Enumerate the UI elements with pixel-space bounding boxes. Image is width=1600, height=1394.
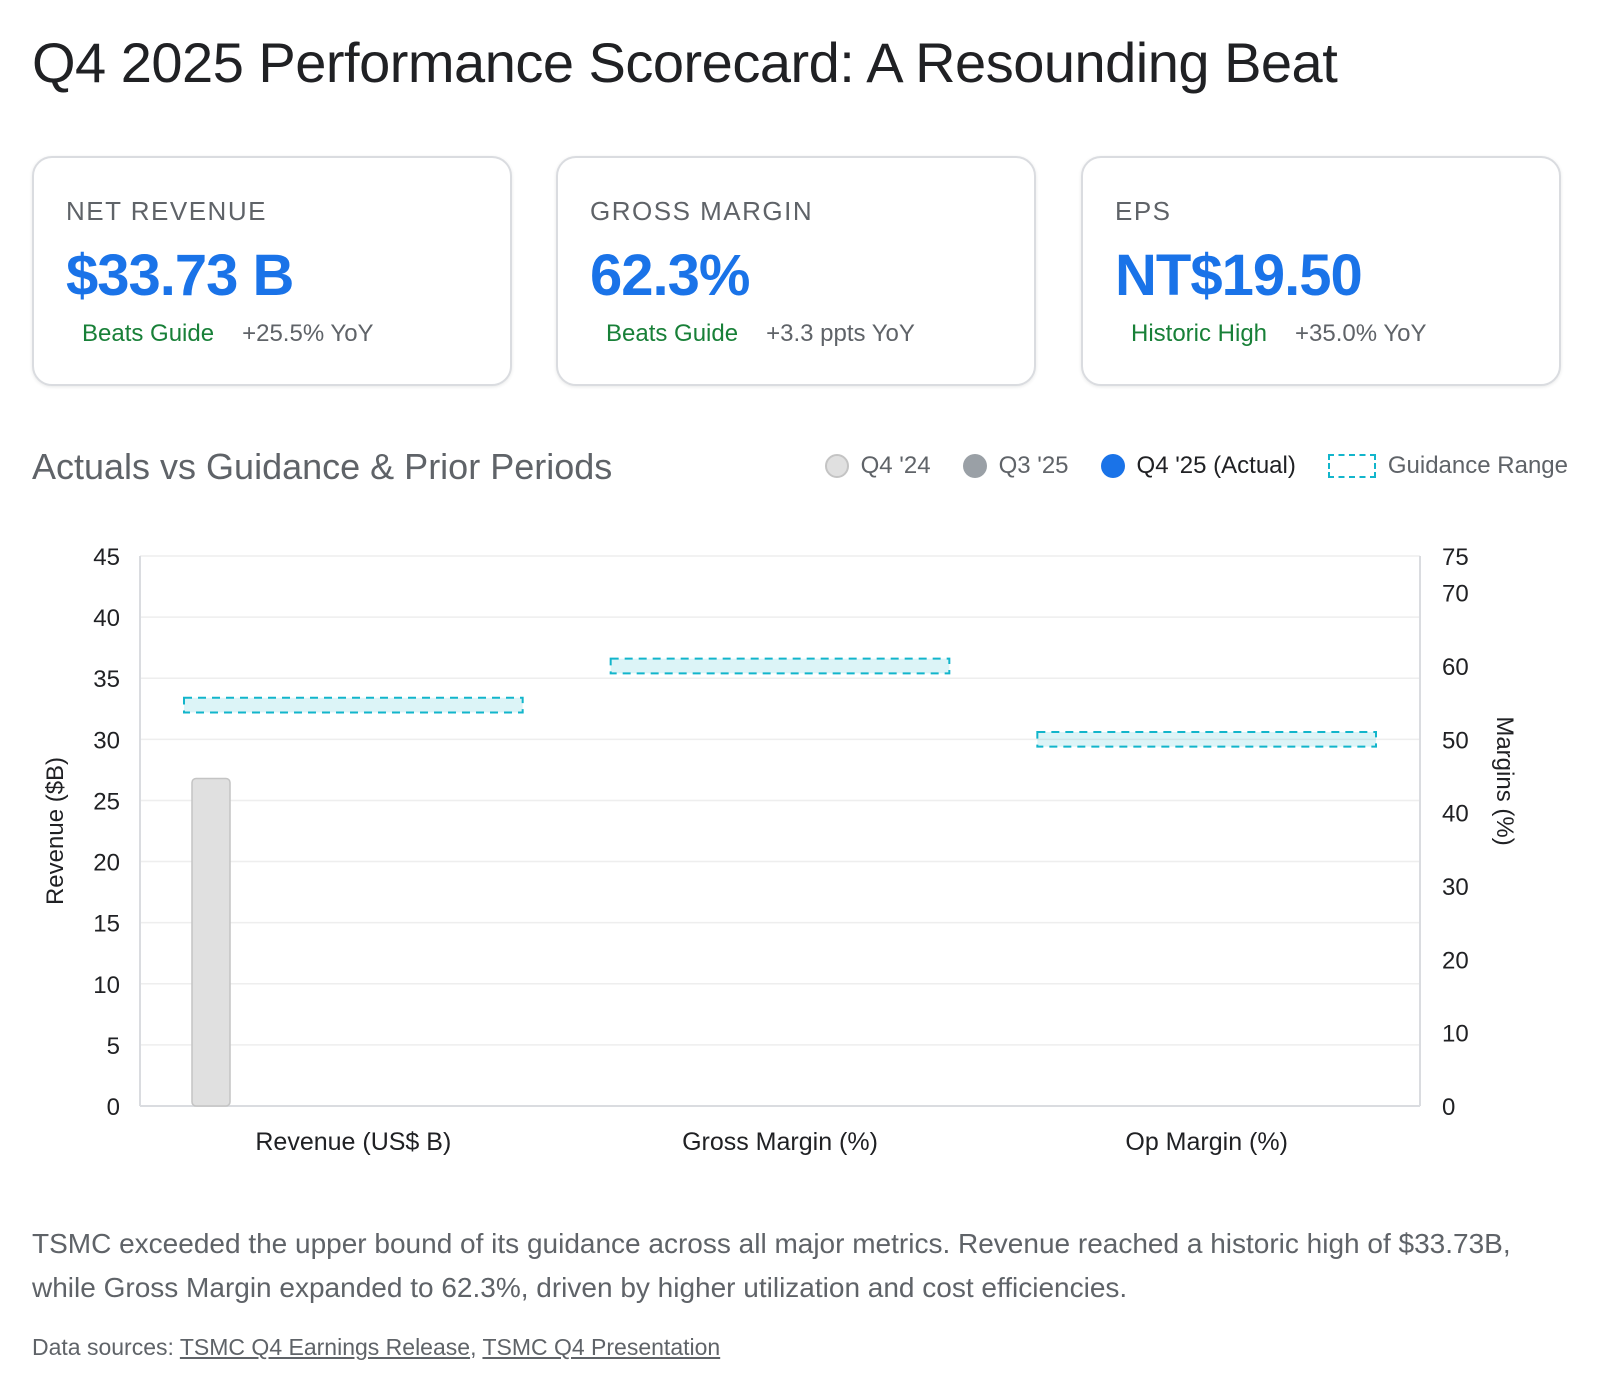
gross-margin-card: GROSS MARGIN 62.3% Beats Guide +3.3 ppts … <box>556 156 1036 386</box>
card-value: $33.73 B <box>66 243 294 308</box>
card-footer: Beats Guide +3.3 ppts YoY <box>606 320 915 348</box>
y-tick-label: 25 <box>93 788 120 815</box>
card-yoy: +35.0% YoY <box>1295 320 1427 347</box>
card-tag: Beats Guide <box>606 320 739 347</box>
card-yoy: +3.3 ppts YoY <box>766 320 915 347</box>
y-tick-label: 0 <box>107 1094 120 1121</box>
y2-tick-label: 70 <box>1442 581 1469 608</box>
legend-item-q4-25-actual[interactable]: Q4 '25 (Actual) <box>1100 452 1296 480</box>
legend-item-q3-25[interactable]: Q3 '25 <box>962 452 1069 480</box>
card-tag: Beats Guide <box>82 320 215 347</box>
guidance-range-band <box>609 657 951 675</box>
y-tick-label: 45 <box>93 544 120 571</box>
card-value: 62.3% <box>590 243 750 308</box>
x-tick-label: Op Margin (%) <box>1125 1128 1288 1156</box>
legend-label: Q3 '25 <box>998 452 1069 479</box>
eps-card: EPS NT$19.50 Historic High +35.0% YoY <box>1081 156 1561 386</box>
bar-q4-24 <box>191 777 231 1107</box>
y2-tick-label: 75 <box>1442 544 1469 571</box>
y-tick-label: 35 <box>93 666 120 693</box>
legend-item-q4-24[interactable]: Q4 '24 <box>824 452 931 480</box>
card-yoy: +25.5% YoY <box>242 320 374 347</box>
card-footer: Beats Guide +25.5% YoY <box>82 320 374 348</box>
chart-section-title: Actuals vs Guidance & Prior Periods <box>32 446 613 487</box>
y2-axis-title: Margins (%) <box>1491 716 1518 845</box>
y2-tick-label: 30 <box>1442 874 1469 901</box>
page-title: Q4 2025 Performance Scorecard: A Resound… <box>32 31 1338 94</box>
x-tick-label: Revenue (US$ B) <box>255 1128 451 1156</box>
chart-legend: Q4 '24 Q3 '25 Q4 '25 (Actual) Guidance R… <box>793 452 1568 480</box>
sources-prefix: Data sources: <box>32 1334 180 1360</box>
y-tick-label: 40 <box>93 605 120 632</box>
y-axis-title: Revenue ($B) <box>42 757 69 905</box>
y-tick-label: 10 <box>93 972 120 999</box>
summary-text: TSMC exceeded the upper bound of its gui… <box>32 1228 1511 1303</box>
data-sources: Data sources: TSMC Q4 Earnings Release, … <box>32 1334 720 1361</box>
source-link-earnings-release[interactable]: TSMC Q4 Earnings Release <box>179 1334 471 1360</box>
guidance-range-band <box>183 696 524 714</box>
net-revenue-card: NET REVENUE $33.73 B Beats Guide +25.5% Y… <box>32 156 512 386</box>
card-tag: Historic High <box>1131 320 1268 347</box>
y-tick-label: 20 <box>93 850 120 877</box>
source-link-presentation[interactable]: TSMC Q4 Presentation <box>482 1334 721 1360</box>
y2-tick-label: 40 <box>1442 801 1469 828</box>
y2-tick-label: 10 <box>1442 1021 1469 1048</box>
legend-swatch <box>1100 454 1125 478</box>
legend-swatch <box>1327 454 1376 478</box>
legend-item-guidance-range[interactable]: Guidance Range <box>1327 452 1568 480</box>
guidance-range-band <box>1036 731 1378 748</box>
y2-tick-label: 0 <box>1442 1094 1455 1121</box>
card-label: EPS <box>1115 196 1172 226</box>
y2-tick-label: 60 <box>1442 654 1469 681</box>
card-value: NT$19.50 <box>1115 243 1363 308</box>
legend-label: Q4 '24 <box>860 452 931 479</box>
y2-tick-label: 20 <box>1442 947 1469 974</box>
legend-swatch <box>962 454 987 478</box>
legend-label: Q4 '25 (Actual) <box>1136 452 1296 479</box>
comparison-chart: 0 5 10 15 20 25 30 35 40 45 0 10 20 30 40 50 60 70 75 Reven… <box>42 544 1518 1156</box>
sources-separator: , <box>470 1334 483 1360</box>
legend-label: Guidance Range <box>1387 452 1568 479</box>
y-tick-label: 5 <box>107 1033 120 1060</box>
legend-swatch <box>824 454 849 478</box>
card-label: NET REVENUE <box>66 196 267 226</box>
y-tick-label: 30 <box>93 727 120 754</box>
y2-tick-label: 50 <box>1442 727 1469 754</box>
y-tick-label: 15 <box>93 911 120 938</box>
card-footer: Historic High +35.0% YoY <box>1131 320 1427 348</box>
x-tick-label: Gross Margin (%) <box>682 1128 878 1156</box>
card-label: GROSS MARGIN <box>590 196 814 226</box>
